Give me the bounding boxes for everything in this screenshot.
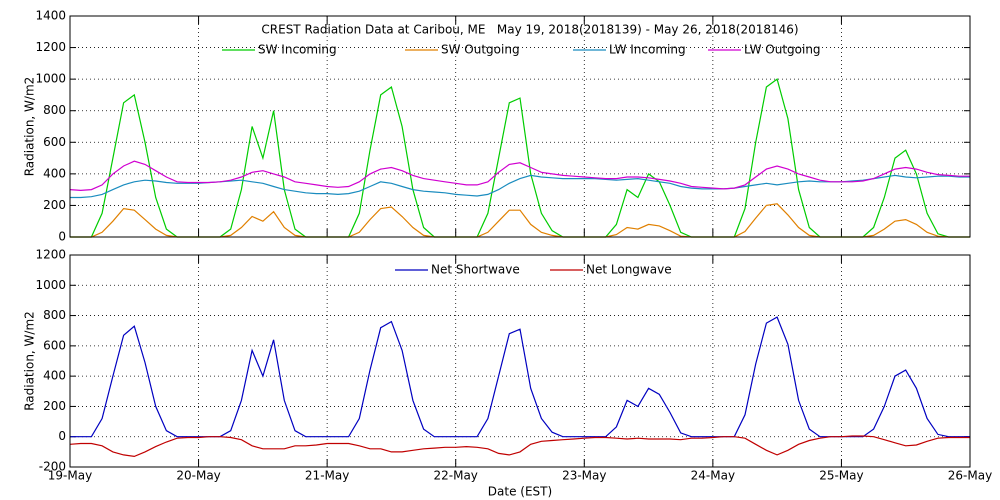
y-tick-label: 0 [58, 230, 66, 244]
y-axis-label: Radiation, W/m2 [23, 311, 37, 411]
plot-frame [69, 254, 971, 468]
x-tick-label: 26-May [948, 469, 992, 483]
legend-label: Net Shortwave [431, 263, 520, 277]
series-line [70, 78, 970, 238]
legend-label: SW Incoming [258, 43, 337, 57]
series-line [70, 316, 970, 438]
y-tick-label: 800 [43, 308, 66, 322]
plot-frame [69, 15, 971, 238]
x-tick-label: 22-May [434, 469, 478, 483]
y-tick-label: 800 [43, 103, 66, 117]
y-tick-label: 1400 [35, 9, 66, 23]
y-tick-label: 0 [58, 429, 66, 443]
x-tick-label: 23-May [562, 469, 606, 483]
series-line [69, 435, 970, 458]
y-tick-label: 1200 [35, 40, 66, 54]
legend-label: Net Longwave [586, 263, 672, 277]
x-tick-label: 21-May [305, 469, 349, 483]
x-tick-label: 24-May [691, 469, 735, 483]
legend-label: LW Outgoing [744, 43, 821, 57]
y-tick-label: 400 [43, 166, 66, 180]
y-axis-label: Radiation, W/m2 [23, 77, 37, 177]
x-axis-label: Date (EST) [488, 485, 552, 499]
y-tick-label: 1000 [35, 278, 66, 292]
y-tick-label: 600 [43, 135, 66, 149]
y-tick-label: 400 [43, 369, 66, 383]
y-tick-label: 200 [43, 198, 66, 212]
legend-label: LW Incoming [609, 43, 686, 57]
chart-title: CREST Radiation Data at Caribou, ME May … [261, 23, 798, 37]
x-tick-label: 19-May [48, 469, 92, 483]
x-tick-label: 25-May [819, 469, 863, 483]
y-tick-label: 200 [43, 399, 66, 413]
legend-label: SW Outgoing [441, 43, 520, 57]
series-line [70, 174, 970, 199]
y-tick-label: 1200 [35, 248, 66, 262]
series-line [70, 203, 970, 238]
series-line [69, 160, 970, 192]
y-tick-label: 1000 [35, 72, 66, 86]
x-tick-label: 20-May [176, 469, 220, 483]
y-tick-label: -200 [39, 460, 66, 474]
y-tick-label: 600 [43, 338, 66, 352]
